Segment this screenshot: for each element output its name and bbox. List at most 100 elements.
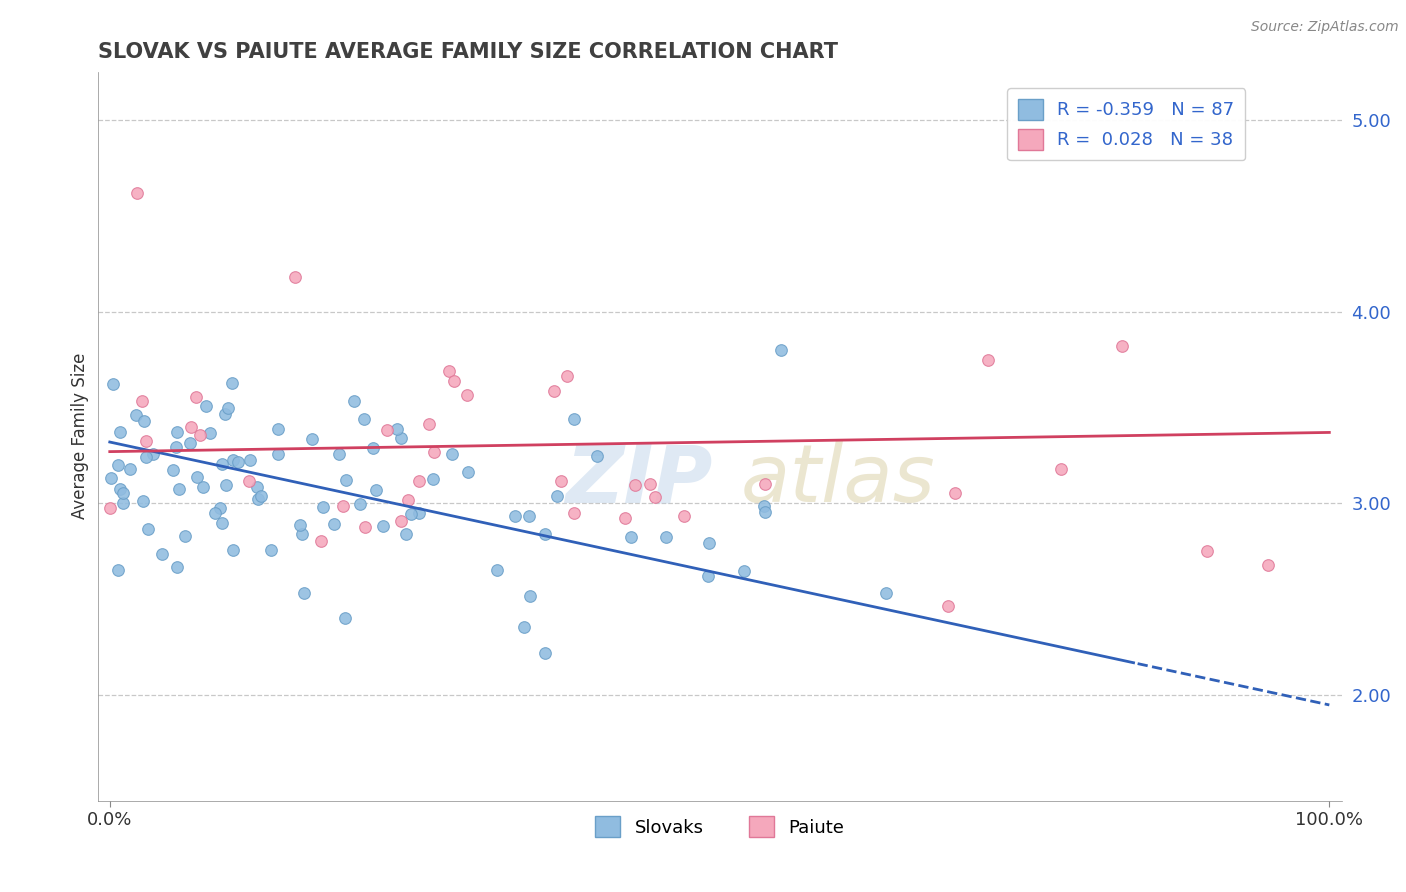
Point (385, 422, 408, 436)
Point (111, 496, 134, 510)
Point (503, 509, 526, 524)
Point (198, 426, 221, 441)
Point (322, 516, 344, 531)
Point (108, 482, 131, 496)
Point (247, 491, 270, 506)
Point (353, 412, 375, 426)
Point (443, 374, 465, 388)
Point (620, 530, 643, 544)
Point (418, 417, 440, 431)
Point (249, 489, 271, 503)
Point (335, 473, 357, 487)
Point (456, 388, 478, 402)
Text: atlas: atlas (741, 441, 935, 519)
Point (309, 534, 332, 549)
Point (534, 527, 557, 541)
Point (291, 526, 314, 541)
Point (562, 412, 585, 426)
Point (550, 474, 572, 488)
Point (260, 543, 283, 558)
Point (640, 477, 662, 491)
Point (312, 500, 335, 514)
Point (135, 450, 157, 464)
Point (396, 493, 419, 508)
Point (585, 449, 607, 463)
Point (943, 486, 966, 500)
Point (1111, 339, 1133, 353)
Point (150, 547, 173, 561)
Point (131, 393, 153, 408)
Point (211, 516, 233, 530)
Point (349, 498, 371, 512)
Point (371, 518, 394, 533)
Point (290, 517, 312, 532)
Point (222, 453, 245, 467)
Point (267, 447, 290, 461)
Point (239, 452, 262, 467)
Point (353, 520, 375, 534)
Point (195, 399, 218, 413)
Point (166, 425, 188, 439)
Point (754, 505, 776, 519)
Point (440, 447, 463, 461)
Point (408, 474, 430, 488)
Point (222, 542, 245, 557)
Point (333, 611, 356, 625)
Point (399, 507, 422, 521)
Point (100, 471, 122, 485)
Point (422, 444, 444, 458)
Point (395, 526, 418, 541)
Point (485, 563, 508, 577)
Point (238, 474, 260, 488)
Point (422, 472, 444, 486)
Point (142, 447, 165, 461)
Point (217, 401, 239, 416)
Point (165, 440, 187, 454)
Point (437, 364, 460, 378)
Point (332, 499, 354, 513)
Point (184, 390, 207, 404)
Point (696, 568, 718, 582)
Point (162, 462, 184, 476)
Point (673, 509, 696, 524)
Point (132, 494, 155, 508)
Point (191, 479, 214, 493)
Point (111, 486, 134, 500)
Point (186, 470, 208, 484)
Point (134, 414, 156, 428)
Point (519, 589, 541, 603)
Point (936, 599, 959, 613)
Point (375, 423, 398, 437)
Point (1257, 558, 1279, 572)
Point (208, 500, 231, 515)
Point (120, 462, 142, 476)
Point (221, 376, 243, 390)
Point (534, 646, 557, 660)
Point (226, 455, 249, 469)
Point (391, 431, 413, 445)
Point (752, 499, 775, 513)
Point (166, 559, 188, 574)
Point (1050, 462, 1073, 476)
Point (188, 428, 211, 442)
Point (328, 447, 350, 461)
Point (614, 511, 637, 525)
Point (546, 489, 568, 503)
Point (214, 408, 236, 422)
Point (343, 394, 366, 409)
Point (136, 522, 159, 536)
Point (408, 506, 430, 520)
Point (124, 408, 146, 422)
Point (754, 477, 776, 491)
Point (174, 529, 197, 543)
Point (267, 422, 290, 436)
Point (457, 466, 479, 480)
Point (513, 620, 536, 634)
Point (100, 501, 122, 516)
Point (391, 515, 413, 529)
Text: ZIP: ZIP (565, 441, 713, 519)
Point (211, 457, 233, 471)
Point (215, 477, 238, 491)
Point (179, 435, 201, 450)
Point (108, 425, 131, 439)
